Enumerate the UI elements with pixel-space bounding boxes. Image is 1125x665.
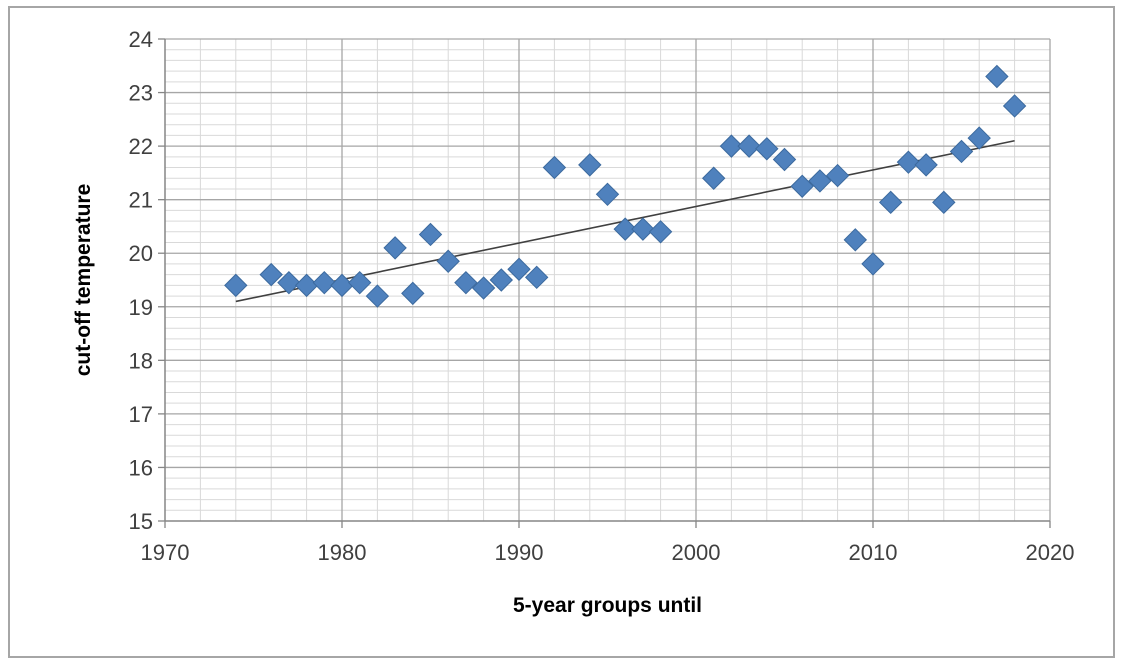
data-point (613, 217, 637, 241)
y-tick-label: 18 (129, 348, 153, 373)
major-gridlines (158, 38, 1051, 528)
chart-area: 1970 1980 1990 2000 2010 2020 15 16 17 18 19 20 21 2… (8, 6, 1115, 658)
x-tick-label: 2020 (1026, 540, 1075, 565)
axes (164, 39, 1050, 522)
data-point (825, 163, 850, 188)
data-point (878, 190, 903, 215)
data-point (949, 139, 974, 164)
data-point (259, 262, 283, 287)
data-point (967, 126, 991, 150)
x-tick-label: 1990 (495, 540, 544, 565)
y-tick-labels: 15 16 17 18 19 20 21 22 23 24 (129, 27, 153, 534)
data-point (454, 270, 478, 295)
data-point (436, 249, 460, 273)
data-point (524, 265, 549, 290)
data-point (401, 281, 425, 306)
data-point (294, 273, 319, 298)
data-point (578, 153, 602, 177)
x-axis-title: 5-year groups until (513, 594, 702, 617)
y-tick-label: 20 (129, 241, 153, 266)
data-point (914, 153, 938, 177)
x-tick-label: 2010 (849, 540, 898, 565)
data-point (808, 169, 832, 193)
data-point (985, 64, 1009, 89)
data-point (489, 268, 514, 292)
x-tick-label: 1970 (141, 540, 190, 565)
x-tick-label: 2000 (672, 540, 721, 565)
data-point (542, 155, 567, 180)
data-point (507, 257, 531, 281)
data-point (843, 228, 868, 252)
data-point (277, 270, 301, 295)
data-point (737, 134, 761, 158)
data-point (648, 220, 673, 244)
data-point (312, 270, 337, 295)
y-tick-label: 23 (129, 81, 153, 106)
x-tick-labels: 1970 1980 1990 2000 2010 2020 (141, 540, 1075, 565)
y-tick-label: 16 (129, 455, 153, 480)
data-point (932, 190, 956, 215)
data-point (772, 147, 797, 172)
data-point (1002, 94, 1027, 118)
y-tick-label: 22 (129, 134, 153, 159)
y-tick-label: 24 (129, 27, 153, 52)
y-tick-label: 21 (129, 188, 153, 213)
data-point (224, 273, 248, 298)
data-points (224, 64, 1027, 308)
y-tick-label: 19 (129, 295, 153, 320)
data-point (701, 166, 726, 190)
data-point (861, 252, 885, 276)
y-tick-label: 15 (129, 509, 153, 534)
data-point (383, 236, 407, 260)
y-tick-label: 17 (129, 402, 153, 427)
data-point (755, 137, 779, 161)
data-point (719, 134, 744, 158)
scatter-chart: 1970 1980 1990 2000 2010 2020 15 16 17 18 19 20 21 2… (72, 27, 1075, 617)
data-point (347, 270, 372, 295)
data-point (365, 284, 390, 308)
data-point (790, 174, 814, 198)
data-point (896, 150, 921, 174)
data-point (631, 217, 655, 241)
data-point (418, 222, 443, 247)
y-axis-title: cut-off temperature (72, 184, 95, 377)
data-point (471, 276, 496, 300)
data-point (595, 182, 620, 207)
x-tick-label: 1980 (318, 540, 367, 565)
